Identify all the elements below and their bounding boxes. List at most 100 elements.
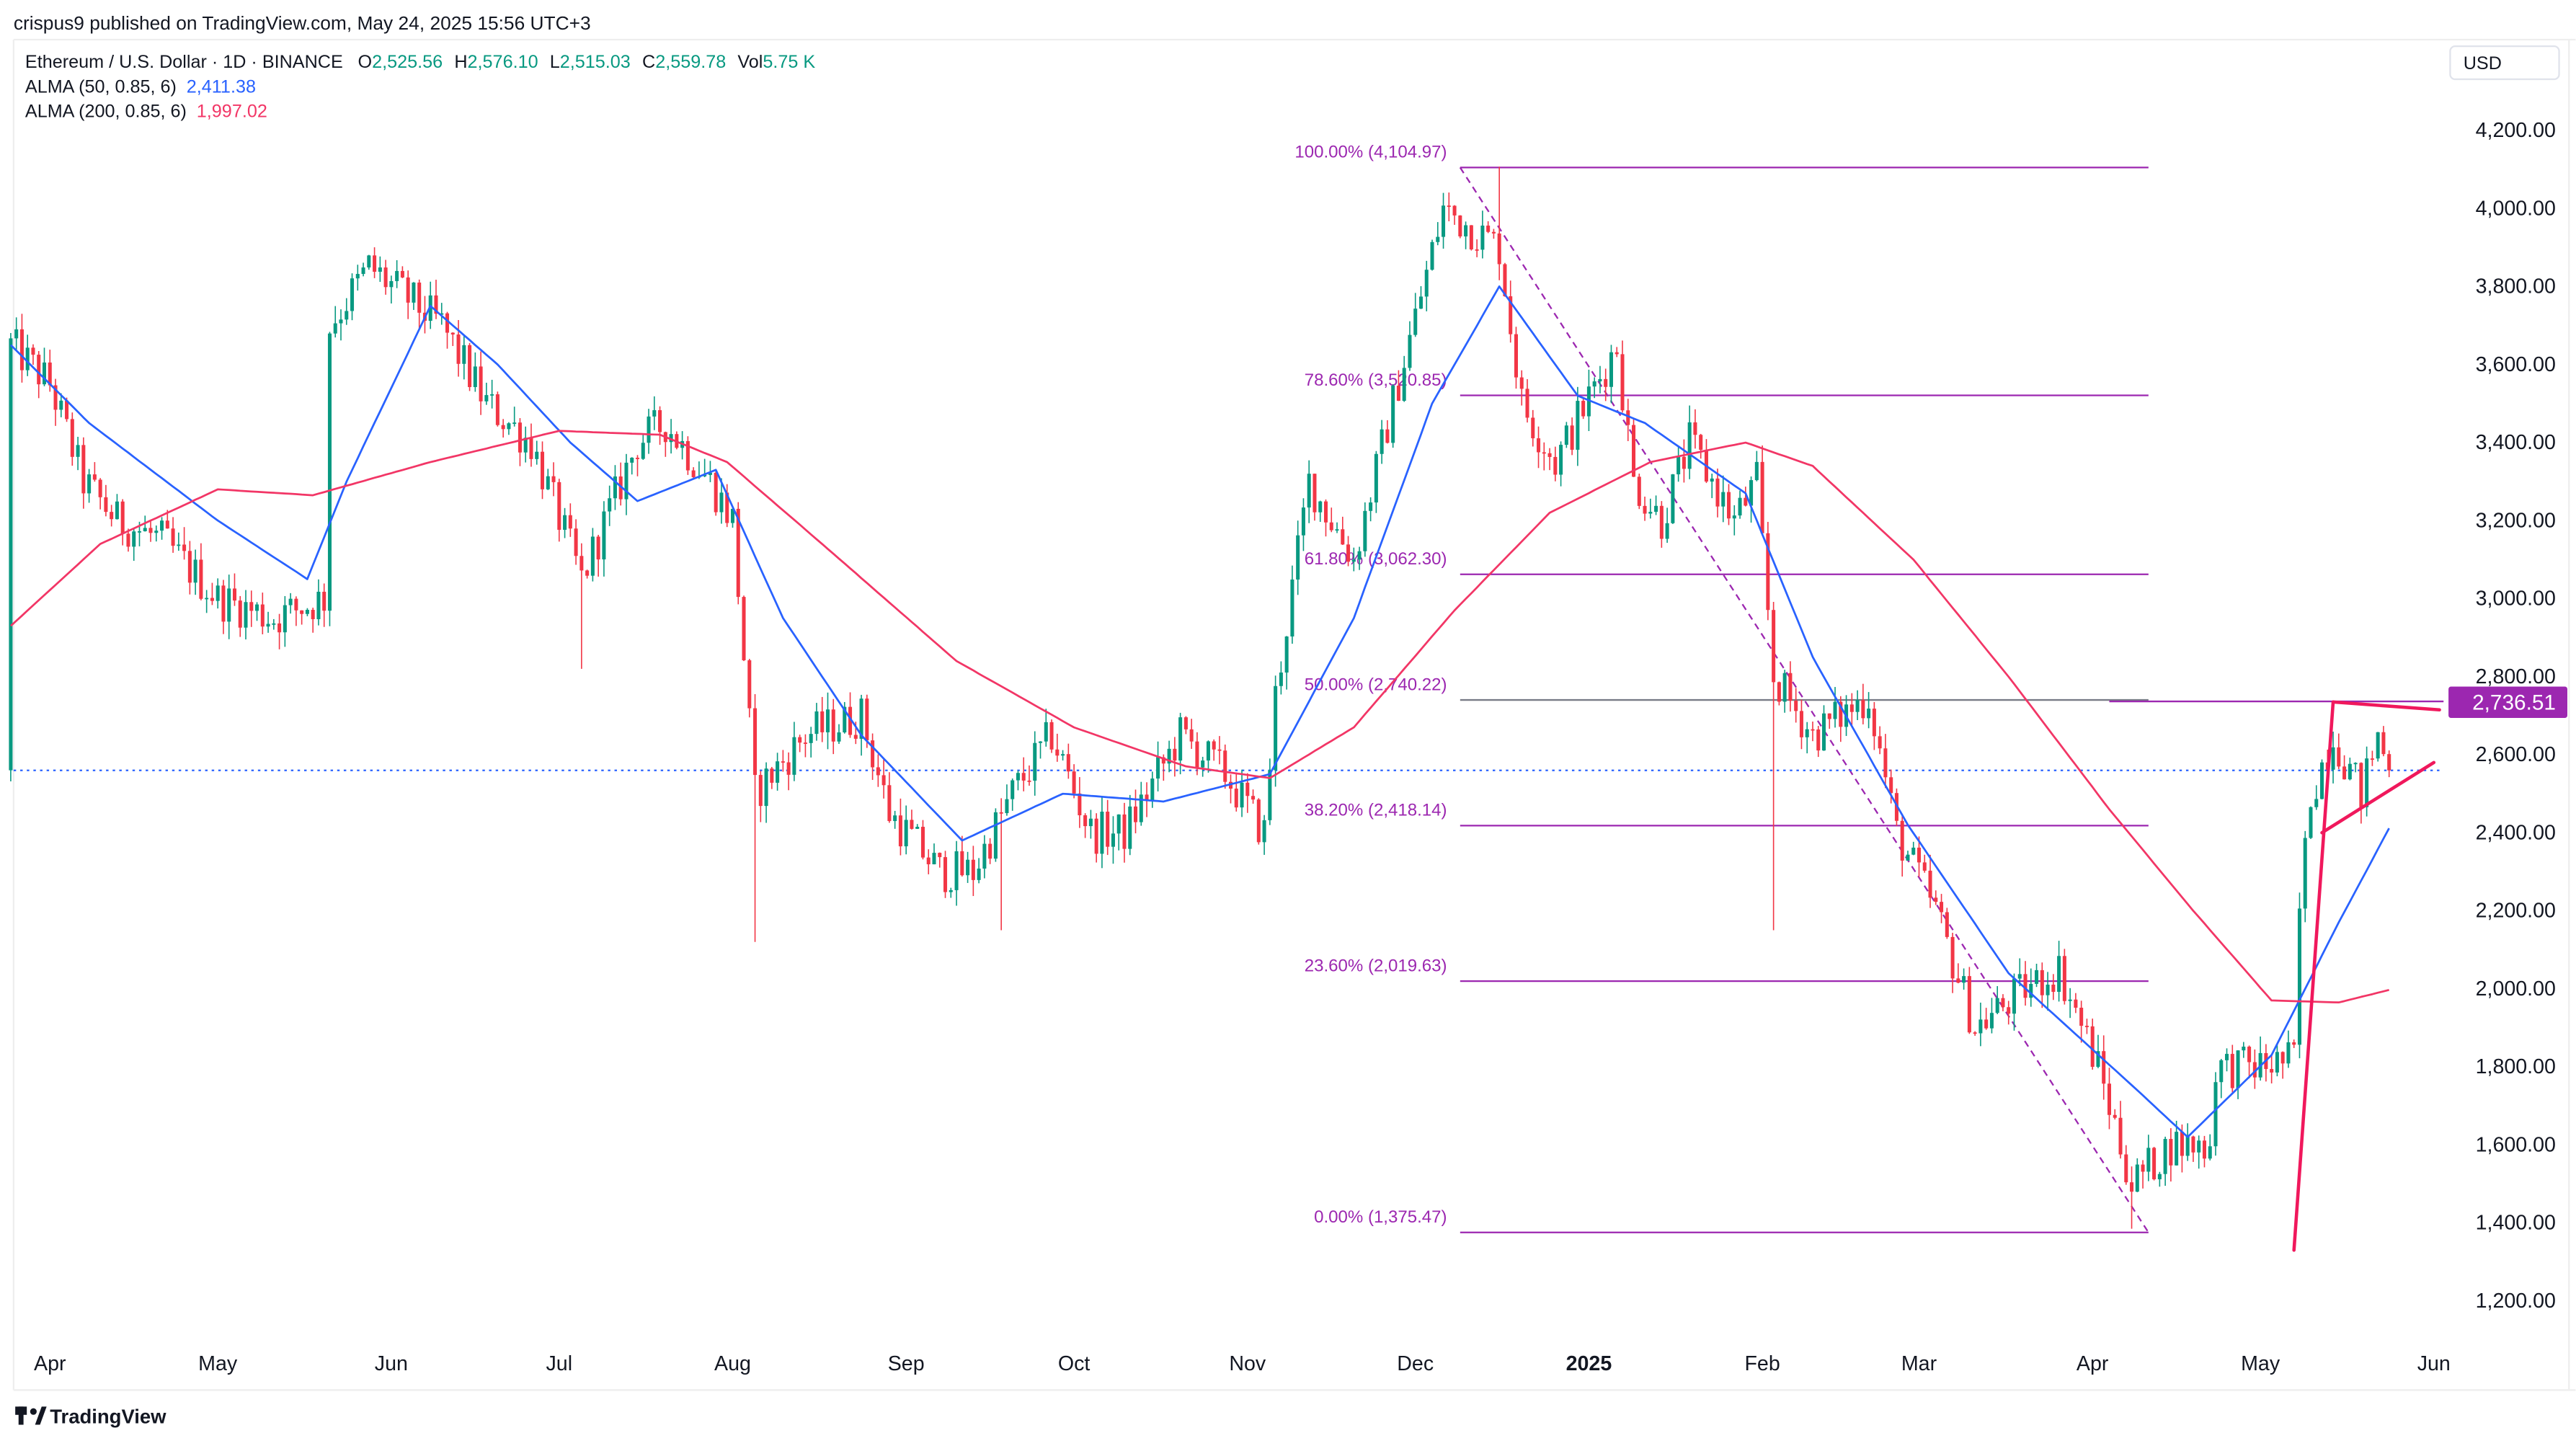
candle xyxy=(1430,239,1434,271)
candle-body xyxy=(120,501,125,534)
candle-body xyxy=(440,313,444,315)
candle xyxy=(1570,417,1574,456)
candle-body xyxy=(1620,354,1625,411)
candle xyxy=(568,503,572,537)
candle xyxy=(490,379,494,409)
candle-body xyxy=(367,255,371,268)
candle-body xyxy=(2169,1139,2173,1166)
candle-body xyxy=(596,536,600,560)
pattern-trendline[interactable] xyxy=(2292,700,2335,1252)
candle-body xyxy=(647,416,651,443)
candle-body xyxy=(1464,225,1468,236)
candle-body xyxy=(277,623,282,633)
candle xyxy=(406,270,410,319)
candle-body xyxy=(725,492,729,523)
candle-body xyxy=(540,451,545,489)
candle xyxy=(322,583,327,627)
candle xyxy=(1827,713,1831,729)
candle-body xyxy=(1816,729,1821,751)
candle-body xyxy=(507,423,511,430)
alma200-line[interactable] xyxy=(10,430,2389,1004)
candle xyxy=(1872,701,1876,750)
candle xyxy=(1251,789,1256,804)
candle-body xyxy=(1615,352,1619,355)
candle-body xyxy=(1290,579,1294,636)
candle-body xyxy=(1626,410,1630,425)
currency-box[interactable] xyxy=(2449,45,2560,81)
alma200-legend[interactable]: ALMA (200, 0.85, 6) 1,997.02 xyxy=(25,102,267,122)
candle xyxy=(1782,670,1787,713)
candle-body xyxy=(624,462,629,500)
candle xyxy=(1313,474,1317,521)
pattern-trendline[interactable] xyxy=(2331,700,2441,712)
candle-body xyxy=(137,531,142,533)
pattern-trendline[interactable] xyxy=(2320,760,2436,835)
candle xyxy=(982,835,987,879)
candle-body xyxy=(781,761,785,763)
candle xyxy=(523,426,528,463)
candle-body xyxy=(1189,729,1194,742)
candle-body xyxy=(2185,1136,2190,1156)
candle xyxy=(1604,368,1608,401)
candle-body xyxy=(1391,386,1395,443)
candle xyxy=(81,437,86,509)
price-axis[interactable]: 1,200.00 1,400.00 1,600.00 1,800.00 2,000.00… xyxy=(2476,119,2556,1313)
candle-body xyxy=(753,708,758,776)
candle xyxy=(2376,732,2380,762)
y-tick-label: 1,200.00 xyxy=(2476,1290,2556,1313)
candle-body xyxy=(1424,270,1429,297)
candle xyxy=(1039,741,1043,759)
candle xyxy=(1598,365,1602,394)
candle xyxy=(1855,690,1860,720)
candle-body xyxy=(557,482,561,531)
candle xyxy=(1962,968,1966,990)
candle-body xyxy=(2035,970,2039,984)
candle xyxy=(2348,758,2352,781)
candle-body xyxy=(1676,456,1681,475)
candle xyxy=(1811,722,1815,742)
candle xyxy=(1156,741,1160,791)
candle xyxy=(479,351,483,415)
candle-body xyxy=(825,709,830,732)
alma50-line[interactable] xyxy=(10,285,2390,1138)
candle-body xyxy=(1609,352,1613,387)
candle xyxy=(859,694,863,756)
candle xyxy=(719,478,724,524)
candle-body xyxy=(1223,750,1227,782)
candle xyxy=(949,887,953,898)
candle xyxy=(1821,705,1826,751)
candle-body xyxy=(652,410,657,417)
alma50-legend[interactable]: ALMA (50, 0.85, 6) 2,411.38 xyxy=(25,76,256,97)
candle-body xyxy=(177,544,181,546)
candle xyxy=(2079,1001,2084,1043)
candle-body xyxy=(1480,225,1485,250)
candle xyxy=(1849,693,1854,726)
candle xyxy=(378,256,382,283)
candle xyxy=(540,441,545,500)
candle xyxy=(1279,661,1283,695)
candle-body xyxy=(1072,771,1076,794)
time-axis[interactable]: Apr May Jun Jul Aug Sep Oct Nov Dec 2025 Feb Mar Apr… xyxy=(34,1352,2451,1375)
candle xyxy=(1967,967,1971,1034)
candle xyxy=(9,332,13,782)
candle-body xyxy=(2225,1054,2229,1060)
candle-body xyxy=(48,362,52,386)
candle xyxy=(1100,796,1104,869)
candle xyxy=(132,527,136,561)
candle xyxy=(2275,1043,2279,1077)
candle xyxy=(244,590,248,640)
candle xyxy=(1922,854,1927,873)
candle-body xyxy=(1296,535,1300,580)
candle-body xyxy=(14,329,19,339)
candle-body xyxy=(25,347,30,371)
level-price-badge xyxy=(2448,686,2567,718)
candle xyxy=(776,753,780,791)
candle-body xyxy=(2068,999,2072,1001)
fib-trend-line[interactable] xyxy=(1459,167,2149,1233)
x-tick-label: May xyxy=(198,1352,238,1375)
candle-body xyxy=(199,559,203,599)
candle xyxy=(1088,809,1093,839)
candle-body xyxy=(2130,1182,2134,1192)
symbol-title[interactable]: Ethereum / U.S. Dollar · 1D · BINANCE xyxy=(25,52,343,72)
